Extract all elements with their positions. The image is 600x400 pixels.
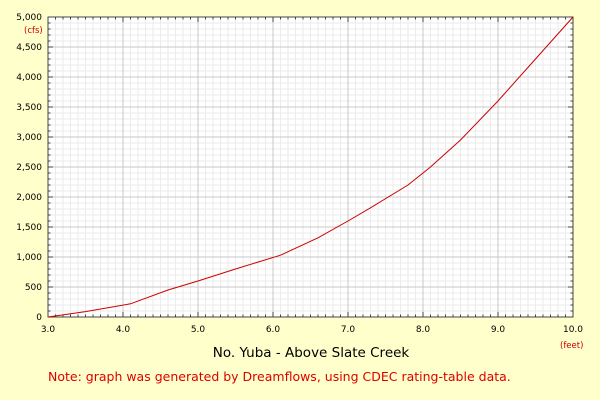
y-tick-label: 2,500 xyxy=(16,163,42,173)
x-tick-label: 4.0 xyxy=(116,325,131,335)
chart-title: No. Yuba - Above Slate Creek xyxy=(213,345,410,361)
y-tick-label: 500 xyxy=(25,283,42,293)
y-tick-label: 1,000 xyxy=(16,253,42,263)
y-unit-label: (cfs) xyxy=(24,26,43,36)
y-tick-label: 3,500 xyxy=(16,103,42,113)
x-tick-label: 3.0 xyxy=(41,325,56,335)
y-tick-label: 3,000 xyxy=(16,133,42,143)
source-note: Note: graph was generated by Dreamflows,… xyxy=(48,369,511,384)
y-axis-labels: 0 500 1,000 1,500 2,000 2,500 3,000 3,500 4,000 4… xyxy=(16,13,42,323)
x-tick-label: 8.0 xyxy=(416,325,431,335)
x-tick-label: 7.0 xyxy=(341,325,356,335)
axis-ticks xyxy=(47,16,574,318)
y-tick-label: 5,000 xyxy=(16,13,42,23)
y-tick-label: 0 xyxy=(36,313,42,323)
y-tick-label: 4,500 xyxy=(16,43,42,53)
x-tick-label: 6.0 xyxy=(266,325,281,335)
x-tick-label: 9.0 xyxy=(491,325,506,335)
y-tick-label: 2,000 xyxy=(16,193,42,203)
x-axis-labels: 3.0 4.0 5.0 6.0 7.0 8.0 9.0 10.0 xyxy=(41,325,583,335)
x-tick-label: 10.0 xyxy=(563,325,583,335)
y-tick-label: 4,000 xyxy=(16,73,42,83)
rating-curve-line xyxy=(47,16,574,318)
y-tick-label: 1,500 xyxy=(16,223,42,233)
x-unit-label: (feet) xyxy=(560,341,583,351)
x-tick-label: 5.0 xyxy=(191,325,206,335)
